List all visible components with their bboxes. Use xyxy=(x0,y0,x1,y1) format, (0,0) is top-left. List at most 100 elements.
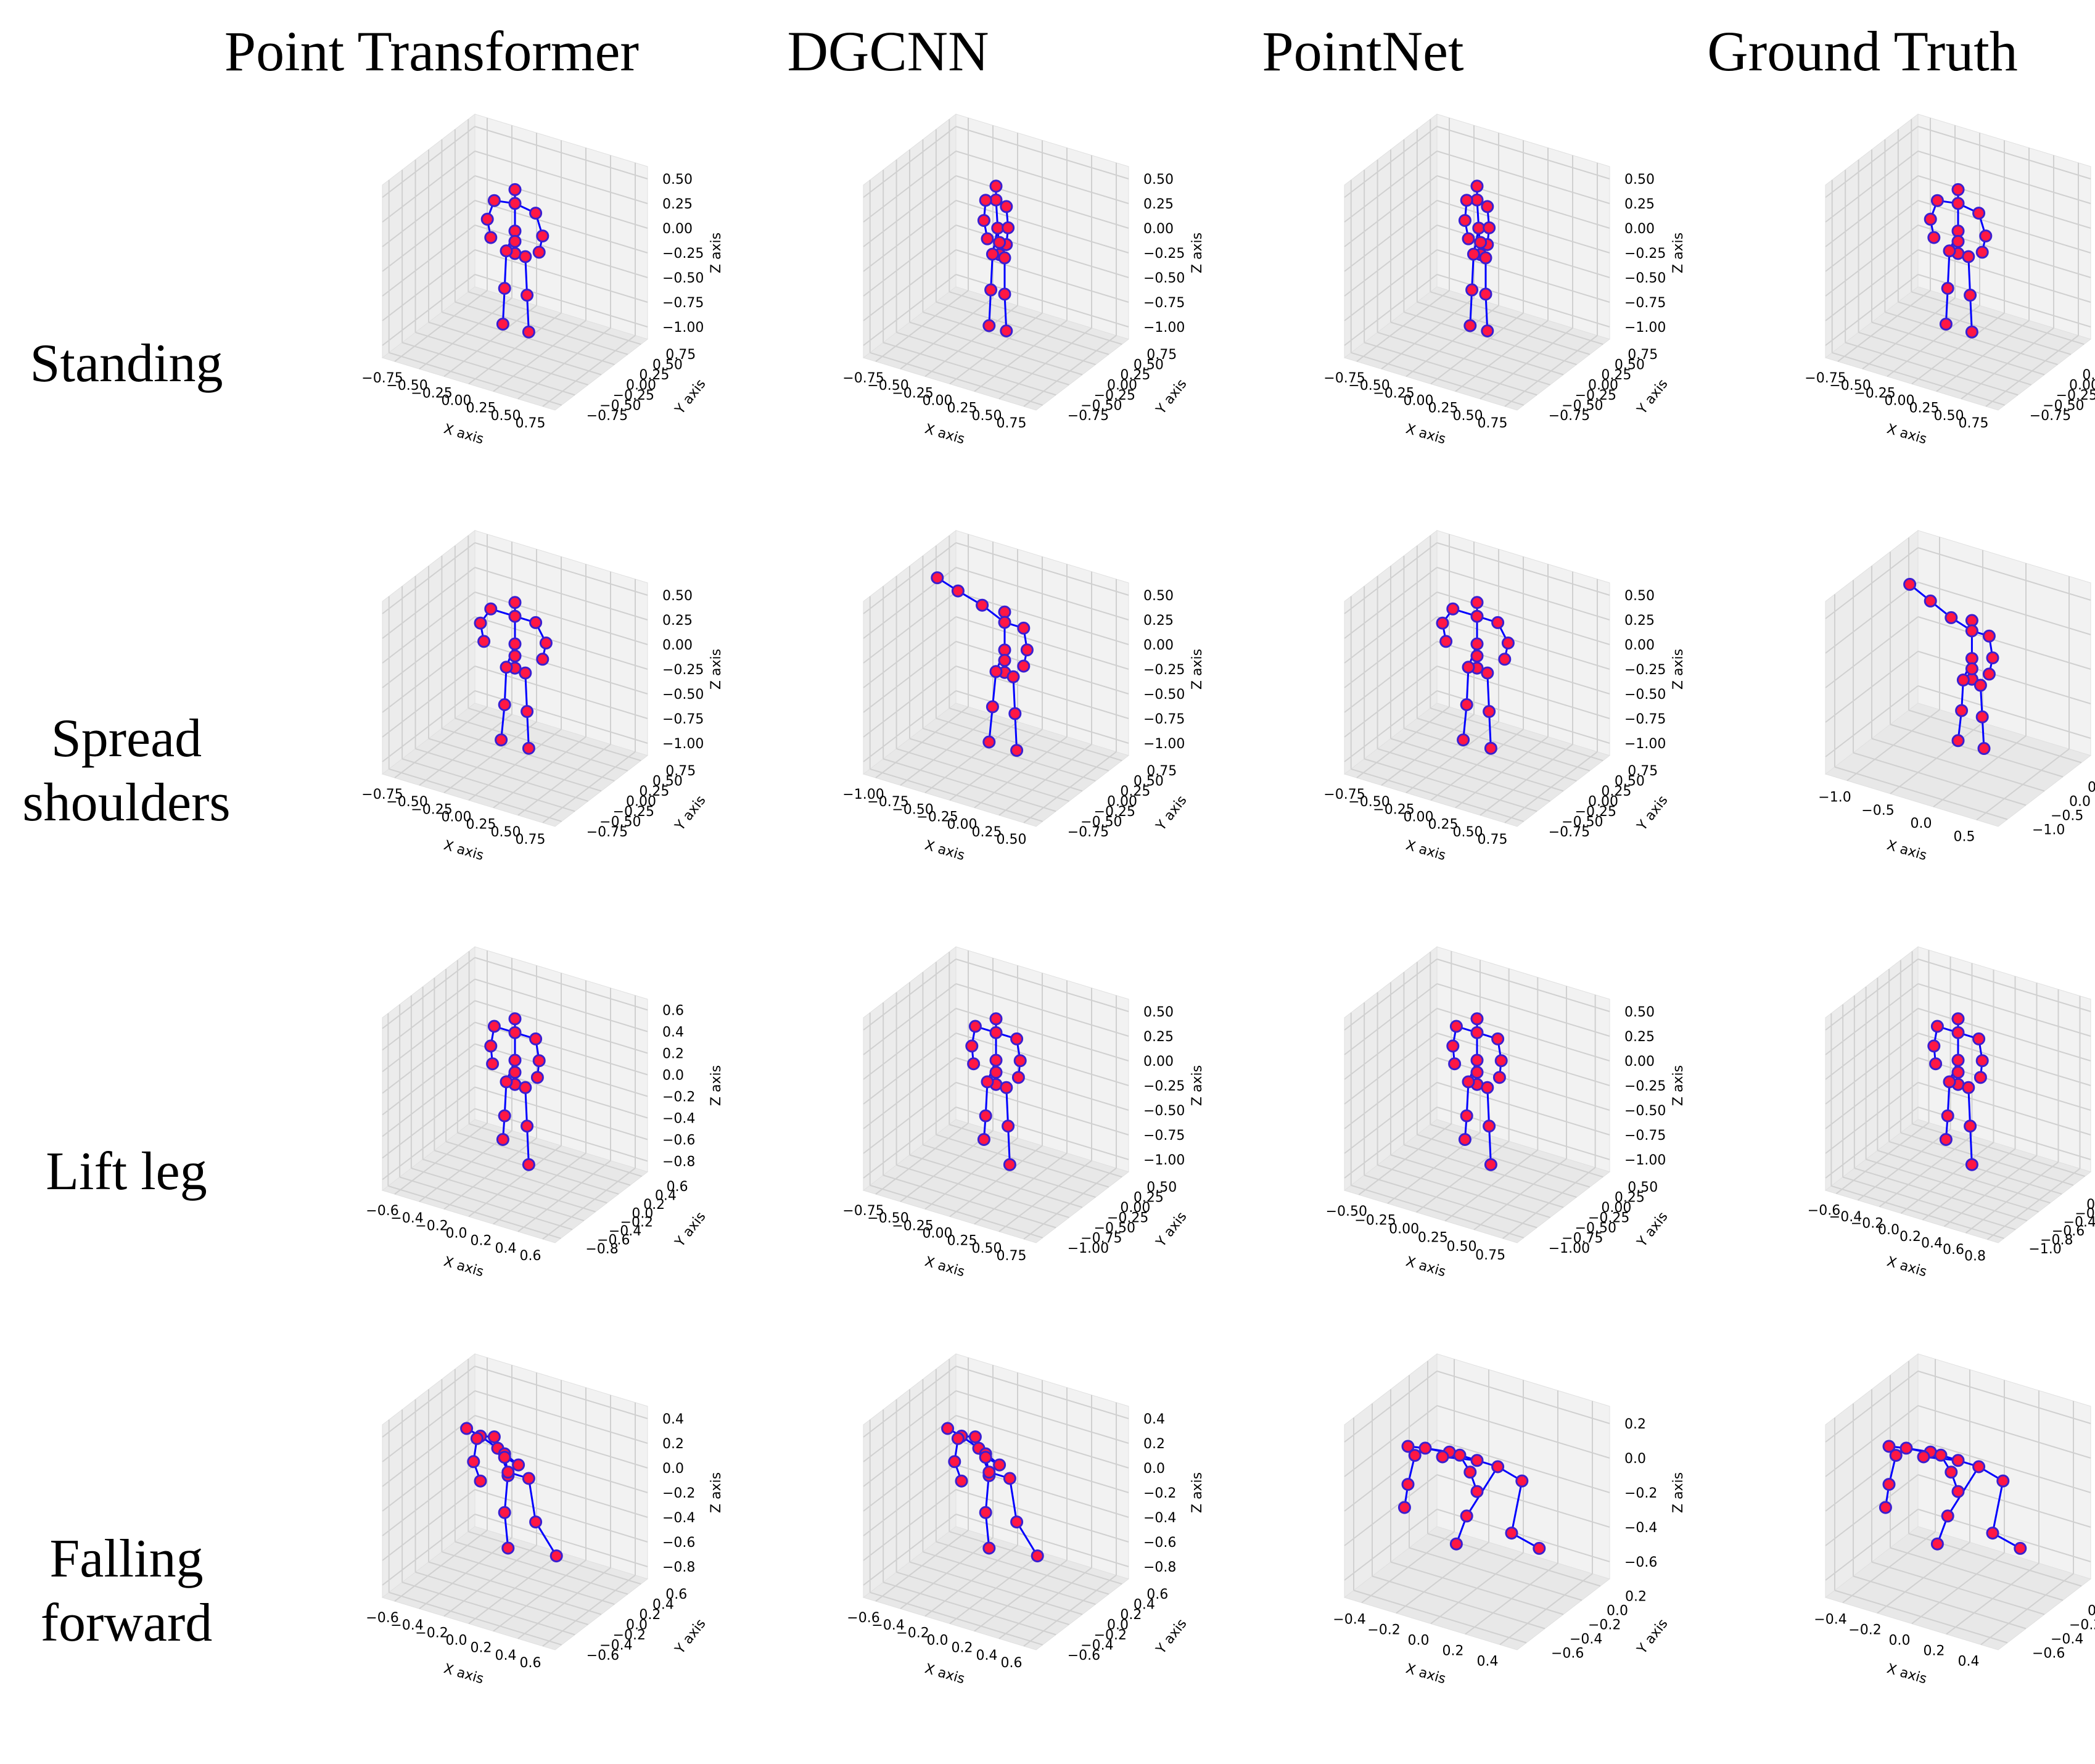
grid-line xyxy=(949,291,1122,345)
grid-line xyxy=(1825,225,1919,297)
z-tick-label: 0.0 xyxy=(1624,1451,1646,1467)
z-axis-label: Z axis xyxy=(1190,1065,1205,1106)
joint-point xyxy=(477,635,491,648)
subplot-panel: −0.6 −0.4 −0.2 0.0 0.2 0.4 0.6 −0.6 −0.4 −0.2 0.0 0… xyxy=(703,1353,1205,1764)
z-axis-label: Z axis xyxy=(1671,233,1686,273)
grid-line xyxy=(474,1021,648,1076)
joint-point xyxy=(1460,1509,1473,1523)
x-tick-label: 0.0 xyxy=(1878,1222,1899,1238)
grid-line xyxy=(389,1591,562,1646)
joint-point xyxy=(982,1465,996,1479)
z-tick-label: −0.75 xyxy=(1624,1128,1666,1144)
y-tick-label: 0.75 xyxy=(665,764,696,779)
grid-line xyxy=(517,1160,611,1232)
joint-point xyxy=(1470,1066,1484,1079)
skeleton-bone xyxy=(527,1478,537,1522)
grid-line xyxy=(1825,274,1919,346)
x-tick-label: −1.00 xyxy=(842,787,884,802)
y-tick-label: −0.75 xyxy=(1080,1230,1122,1246)
grid-line xyxy=(382,690,475,762)
grid-line xyxy=(896,331,1069,385)
grid-line xyxy=(955,1514,1129,1567)
grid-line xyxy=(428,321,602,376)
z-tick-label: −0.25 xyxy=(662,662,704,678)
grid-line xyxy=(1344,690,1438,762)
joint-point xyxy=(1951,1485,1965,1498)
joint-point xyxy=(979,194,992,207)
grid-line xyxy=(382,666,475,738)
z-tick-label: 0.25 xyxy=(1143,197,1174,212)
y-tick-label: −0.25 xyxy=(1588,1211,1629,1226)
x-axis-label: X axis xyxy=(442,838,485,863)
joint-point xyxy=(508,183,522,196)
x-tick-label: 0.75 xyxy=(997,416,1027,431)
joint-point xyxy=(1955,704,1969,717)
y-tick-label: −0.2 xyxy=(620,1215,653,1230)
x-tick-label: 0.25 xyxy=(1909,401,1940,416)
grid-line xyxy=(955,249,1129,303)
x-tick-label: 0.4 xyxy=(1958,1654,1980,1670)
joint-point xyxy=(508,1053,522,1067)
x-tick-label: 0.75 xyxy=(516,832,546,847)
x-tick-label: −0.50 xyxy=(1348,378,1389,394)
y-tick-label: 0.4 xyxy=(655,1189,677,1204)
x-tick-label: 0.0 xyxy=(446,1633,467,1649)
z-tick-label: −1.00 xyxy=(1624,320,1666,336)
x-axis-label: X axis xyxy=(923,838,966,863)
grid-line xyxy=(382,1065,475,1137)
grid-line xyxy=(1409,1547,1583,1601)
grid-line xyxy=(1436,1082,1610,1135)
joint-point xyxy=(1903,577,1917,591)
grid-line xyxy=(467,291,641,345)
grid-line xyxy=(474,1366,648,1419)
grid-line xyxy=(863,591,957,664)
grid-line xyxy=(1436,591,1610,645)
joint-point xyxy=(986,700,999,714)
grid-line xyxy=(382,1108,475,1181)
grid-line xyxy=(382,567,475,639)
y-tick-label: 0.00 xyxy=(1588,378,1618,394)
joint-point xyxy=(1481,666,1494,680)
skeleton-bone xyxy=(1991,1480,2004,1533)
joint-point xyxy=(532,245,546,259)
grid-line xyxy=(1898,301,2072,355)
joint-point xyxy=(1010,1515,1024,1529)
z-tick-label: 0.6 xyxy=(662,1004,684,1019)
joint-point xyxy=(1979,229,1993,243)
grid-line xyxy=(1825,175,1919,247)
x-tick-label: 0.2 xyxy=(471,1234,492,1249)
skeleton-bone xyxy=(1008,1478,1018,1522)
z-tick-label: −1.00 xyxy=(1143,320,1185,336)
grid-line xyxy=(401,1581,575,1636)
x-axis-label: X axis xyxy=(1885,838,1928,863)
z-tick-label: 0.2 xyxy=(1624,1417,1646,1432)
x-tick-label: 0.25 xyxy=(1428,401,1459,416)
joint-point xyxy=(1458,213,1471,227)
subplot-panel: −0.4−0.20.00.20.4−0.6−0.4−0.20.00.20.20.… xyxy=(1665,1353,2095,1764)
joint-point xyxy=(532,1054,546,1068)
y-tick-label: −0.2 xyxy=(613,1628,646,1643)
grid-line xyxy=(1377,748,1550,802)
grid-line xyxy=(1344,150,1438,223)
joint-point xyxy=(1483,705,1496,719)
x-tick-label: 0.75 xyxy=(516,416,546,431)
joint-point xyxy=(1401,1478,1415,1491)
joint-point xyxy=(460,1422,474,1435)
joint-point xyxy=(508,609,522,623)
grid-line xyxy=(382,616,475,688)
joint-point xyxy=(1964,289,1977,302)
x-tick-label: −0.50 xyxy=(1829,378,1871,394)
grid-line xyxy=(1917,1474,2091,1528)
x-tick-label: 0.4 xyxy=(495,1648,517,1663)
z-tick-label: 0.25 xyxy=(1143,613,1174,629)
grid-line xyxy=(1917,651,2091,704)
grid-line xyxy=(474,1489,648,1543)
grid-line xyxy=(1390,1561,1564,1615)
joint-point xyxy=(522,741,535,755)
grid-line xyxy=(474,616,648,670)
grid-line xyxy=(1917,175,2091,229)
grid-line xyxy=(1430,707,1603,762)
z-tick-label: 0.00 xyxy=(662,638,693,653)
x-tick-label: −0.75 xyxy=(361,787,403,802)
z-axis-label: Z axis xyxy=(1671,1065,1686,1106)
